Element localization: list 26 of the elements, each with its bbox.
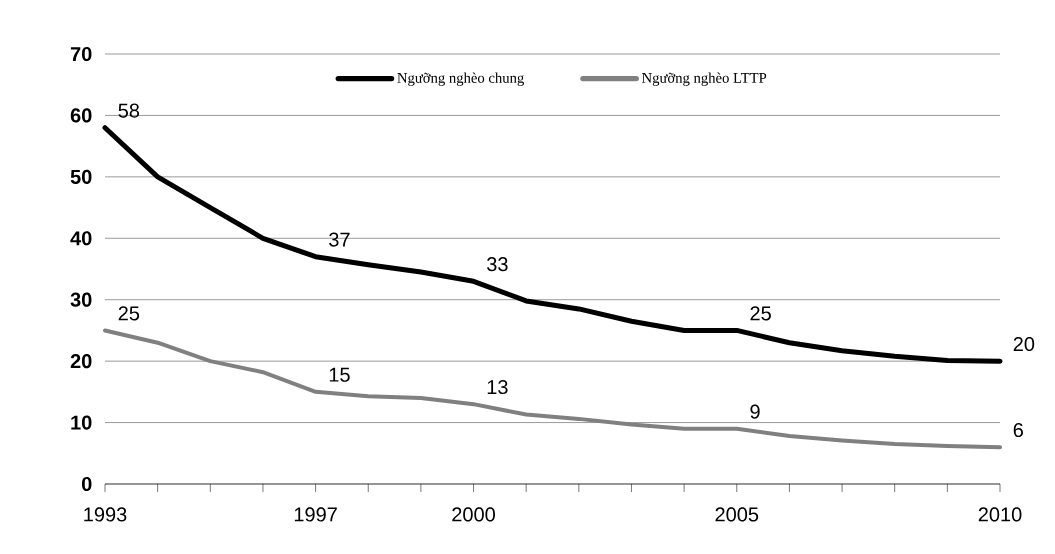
y-tick-label: 40	[70, 231, 92, 246]
annotation: 25	[118, 306, 140, 321]
x-tick-label: 1997	[294, 507, 337, 522]
legend-label: Ngưỡng nghèo LTTP	[642, 72, 767, 86]
x-tick-label: 1993	[84, 507, 127, 522]
annotation: 9	[750, 404, 760, 419]
y-tick-label: 30	[70, 292, 92, 307]
x-tick-label: 2000	[452, 507, 495, 522]
annotation: 15	[329, 367, 350, 382]
x-tick-label: 2010	[978, 507, 1022, 522]
annotation: 33	[487, 257, 508, 272]
y-tick-label: 70	[70, 46, 92, 62]
annotation: 20	[1013, 336, 1035, 352]
annotation: 6	[1013, 422, 1023, 438]
y-tick-label: 60	[70, 108, 92, 123]
x-tick-label: 2005	[715, 507, 759, 522]
y-tick-label: 20	[70, 354, 92, 369]
line-series	[103, 328, 1003, 450]
y-tick-label: 50	[70, 169, 92, 184]
legend-label: Ngưỡng nghèo chung	[397, 72, 524, 86]
y-tick-label: 0	[81, 476, 92, 492]
y-tick-label: 10	[71, 415, 92, 430]
annotation: 13	[487, 379, 508, 395]
annotation: 58	[118, 103, 140, 118]
annotation: 25	[750, 306, 771, 321]
annotation: 37	[329, 232, 350, 247]
